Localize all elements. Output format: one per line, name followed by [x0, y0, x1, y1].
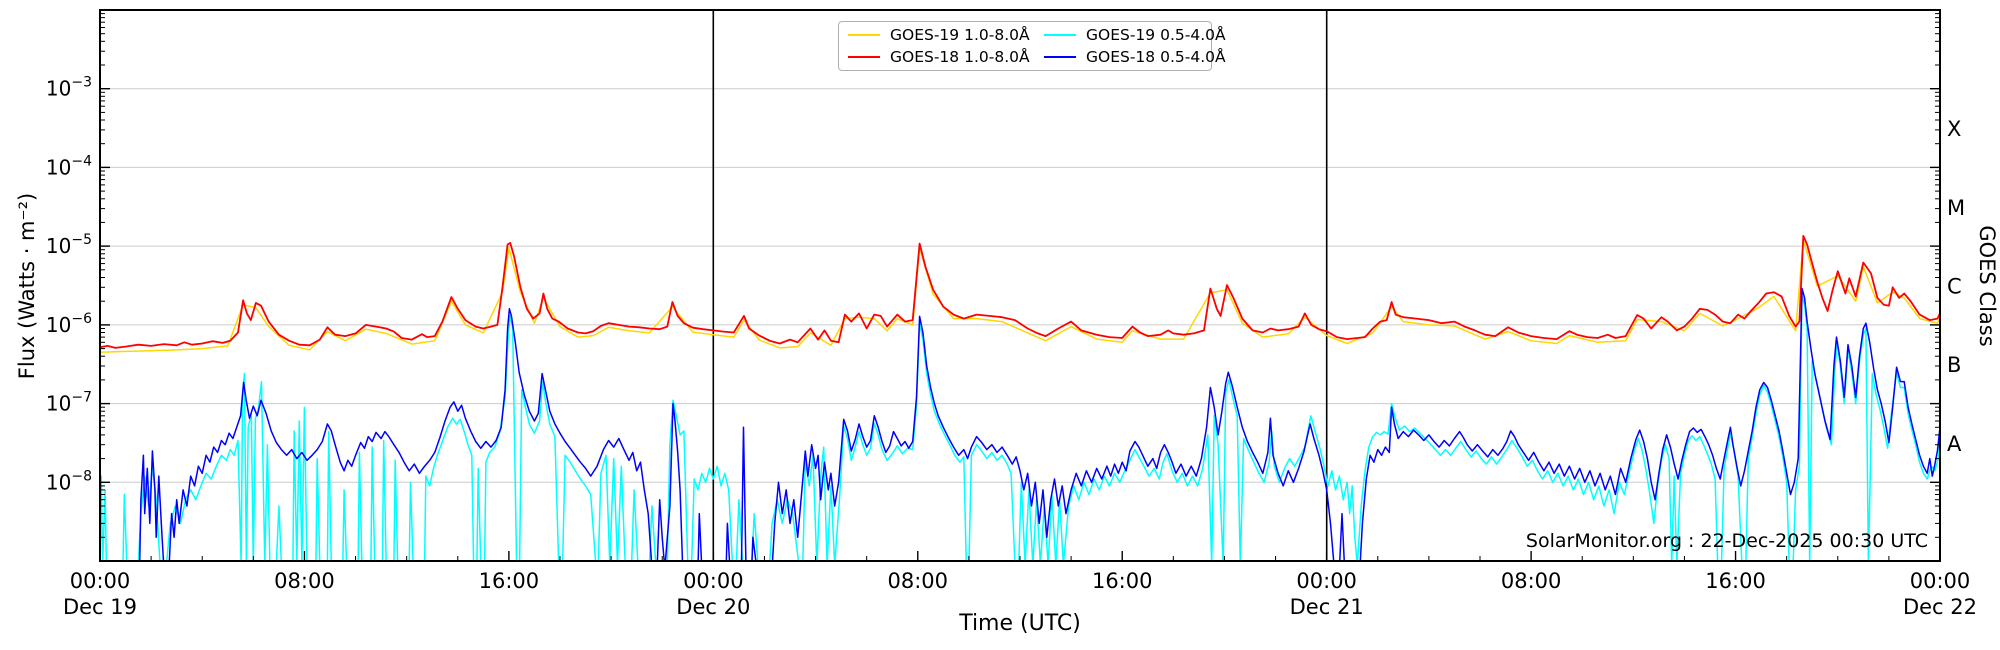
y-tick-label: 10−6 [46, 311, 92, 337]
x-tick-label: 16:00 [1705, 569, 1766, 593]
x-date-label: Dec 22 [1903, 595, 1977, 619]
x-tick-label: 08:00 [888, 569, 949, 593]
x-tick-label: 08:00 [274, 569, 335, 593]
series-line-1 [100, 239, 1940, 353]
series-group [100, 235, 1940, 561]
x-tick-label: 16:00 [479, 569, 540, 593]
goes-class-letter-M: M [1947, 196, 1965, 220]
y-tick-label: 10−8 [46, 468, 92, 494]
y-tick-label: 10−5 [46, 232, 92, 258]
x-tick-label: 16:00 [1092, 569, 1153, 593]
legend-swatch-icon [1044, 56, 1076, 58]
y-axis-title: Flux (Watts · m⁻²) [15, 192, 39, 380]
legend-label: GOES-19 0.5-4.0Å [1086, 26, 1226, 44]
legend-swatch-icon [848, 34, 880, 36]
legend-item-3: GOES-19 0.5-4.0Å [1044, 26, 1226, 44]
x-tick-label: 08:00 [1501, 569, 1562, 593]
x-date-label: Dec 20 [676, 595, 750, 619]
legend-label: GOES-19 1.0-8.0Å [890, 26, 1030, 44]
watermark-text: SolarMonitor.org : 22-Dec-2025 00:30 UTC [1525, 530, 1928, 552]
y-tick-label: 10−7 [46, 390, 92, 416]
series-line-2 [100, 235, 1940, 349]
x-date-label: Dec 21 [1290, 595, 1364, 619]
x-tick-label: 00:00 [683, 569, 744, 593]
goes-class-letter-X: X [1947, 117, 1961, 141]
goes-class-letter-B: B [1947, 353, 1961, 377]
x-axis-title: Time (UTC) [959, 611, 1081, 636]
legend-label: GOES-18 0.5-4.0Å [1086, 48, 1226, 66]
legend-swatch-icon [848, 56, 880, 58]
goes-class-letter-C: C [1947, 275, 1962, 299]
x-tick-label: 00:00 [1910, 569, 1971, 593]
legend-item-2: GOES-18 1.0-8.0Å [848, 48, 1044, 66]
series-line-4 [138, 287, 1940, 561]
y-tick-label: 10−4 [46, 153, 92, 179]
legend-item-1: GOES-19 1.0-8.0Å [848, 26, 1044, 44]
x-tick-label: 00:00 [1296, 569, 1357, 593]
legend-item-4: GOES-18 0.5-4.0Å [1044, 48, 1226, 66]
legend-swatch-icon [1044, 34, 1076, 36]
legend: GOES-19 1.0-8.0Å GOES-18 1.0-8.0Å GOES-19 … [838, 21, 1226, 71]
goes-class-letter-A: A [1947, 432, 1962, 456]
plot-frame [99, 9, 1941, 562]
y-tick-label: 10−3 [46, 75, 92, 101]
legend-label: GOES-18 1.0-8.0Å [890, 48, 1030, 66]
x-date-label: Dec 19 [63, 595, 137, 619]
x-tick-label: 00:00 [70, 569, 131, 593]
right-axis-title: GOES Class [1975, 225, 1999, 347]
series-line-3 [100, 294, 1940, 561]
